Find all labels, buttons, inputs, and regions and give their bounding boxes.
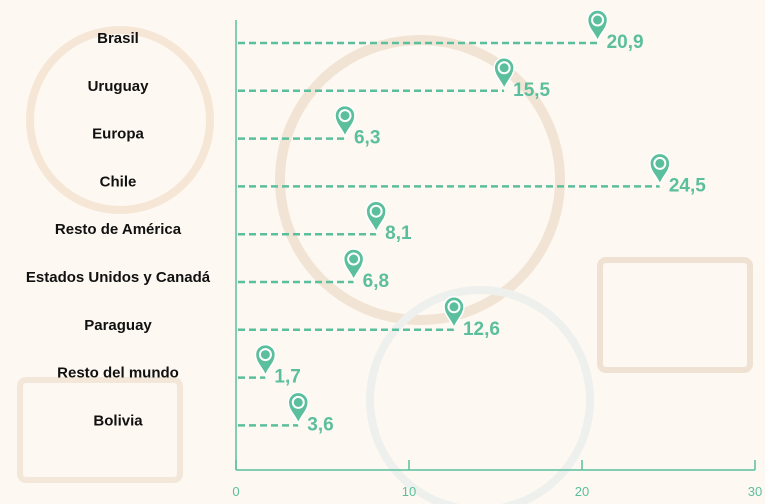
category-label: Bolivia bbox=[93, 412, 143, 429]
category-label: Uruguay bbox=[88, 78, 150, 95]
value-label: 6,8 bbox=[363, 271, 389, 292]
map-pin-icon bbox=[254, 343, 277, 378]
category-label: Brasil bbox=[97, 30, 139, 47]
labels: Brasil 20,9 Uruguay 15,5 Europa 6,3 Chile 24,5 R… bbox=[26, 30, 706, 435]
map-pin-icon bbox=[342, 248, 365, 283]
value-label: 12,6 bbox=[463, 319, 500, 340]
map-pin-icon bbox=[443, 296, 465, 330]
value-label: 6,3 bbox=[354, 128, 380, 149]
category-label: Europa bbox=[92, 126, 144, 143]
bars bbox=[238, 9, 671, 427]
x-tick-label: 10 bbox=[402, 484, 416, 499]
value-label: 8,1 bbox=[385, 223, 412, 244]
map-pin-icon bbox=[287, 391, 310, 426]
map-pin-icon bbox=[334, 104, 356, 139]
x-tick-label: 0 bbox=[232, 484, 239, 499]
value-label: 20,9 bbox=[607, 32, 644, 53]
value-label: 15,5 bbox=[513, 80, 550, 101]
map-pin-icon bbox=[493, 57, 515, 91]
axes: 0 10 20 30 bbox=[232, 20, 762, 499]
value-label: 24,5 bbox=[669, 175, 706, 196]
x-tick-label: 20 bbox=[575, 484, 589, 499]
category-label: Paraguay bbox=[84, 317, 152, 334]
background-decoration bbox=[17, 26, 753, 504]
x-tick-label: 30 bbox=[748, 484, 762, 499]
value-label: 3,6 bbox=[307, 414, 333, 435]
category-label: Resto del mundo bbox=[57, 365, 179, 382]
category-label: Resto de América bbox=[55, 221, 182, 238]
map-pin-icon bbox=[649, 152, 671, 187]
value-label: 1,7 bbox=[274, 367, 300, 388]
map-pin-icon bbox=[586, 9, 609, 44]
category-label: Chile bbox=[100, 173, 137, 190]
map-pin-icon bbox=[365, 200, 387, 235]
category-label: Estados Unidos y Canadá bbox=[26, 269, 211, 286]
